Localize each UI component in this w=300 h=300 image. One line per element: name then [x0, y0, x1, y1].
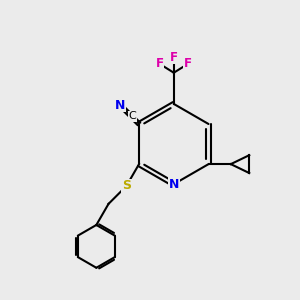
Text: F: F: [170, 51, 178, 64]
Text: C: C: [129, 111, 136, 122]
Text: N: N: [169, 178, 179, 191]
Text: S: S: [122, 179, 131, 193]
Text: F: F: [184, 57, 192, 70]
Text: F: F: [155, 57, 164, 70]
Text: N: N: [115, 99, 125, 112]
